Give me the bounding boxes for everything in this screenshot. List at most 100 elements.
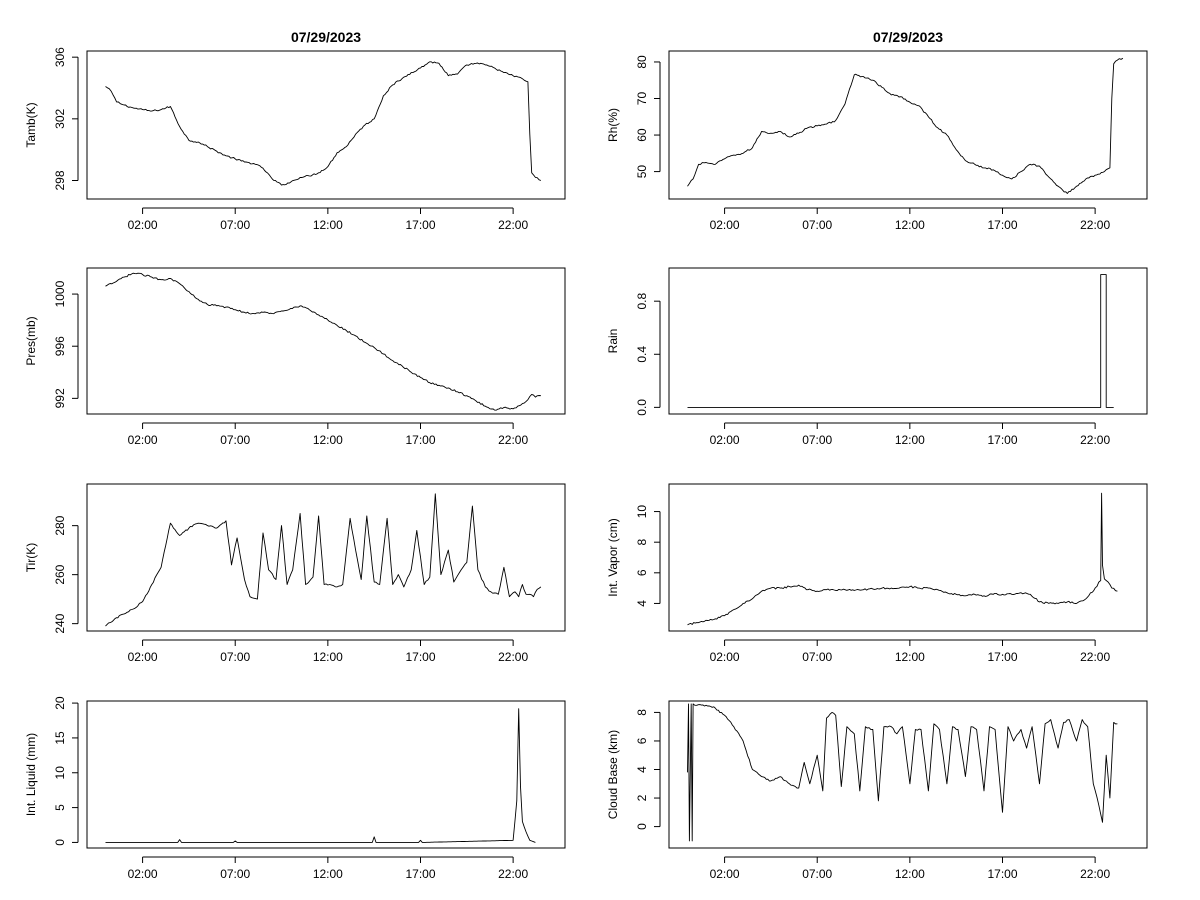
y-tick-label: 306 bbox=[53, 47, 67, 67]
series-line-cloud-base-km bbox=[687, 703, 1118, 842]
y-axis-label-tir-k: Tir(K) bbox=[24, 543, 38, 573]
x-tick-label: 17:00 bbox=[987, 867, 1017, 881]
x-tick-label: 22:00 bbox=[498, 218, 528, 232]
y-tick-label: 8 bbox=[635, 709, 649, 716]
x-tick-label: 02:00 bbox=[128, 650, 158, 664]
y-tick-label: 1000 bbox=[53, 280, 67, 307]
y-tick-label: 260 bbox=[53, 564, 67, 584]
chart-title-rh: 07/29/2023 bbox=[873, 29, 943, 45]
y-tick-label: 70 bbox=[635, 92, 649, 106]
x-tick-label: 22:00 bbox=[1080, 867, 1110, 881]
plot-frame-tamb-k bbox=[86, 50, 566, 200]
x-tick-label: 22:00 bbox=[498, 433, 528, 447]
x-tick-label: 12:00 bbox=[895, 218, 925, 232]
x-tick-label: 17:00 bbox=[405, 867, 435, 881]
y-tick-label: 5 bbox=[53, 804, 67, 811]
panel-int-vapor-cm: 02:00 07:00 12:00 17:00 22:00 4 6 8 10 Int. Vapor… bbox=[606, 483, 1148, 664]
series-line-tamb-k bbox=[105, 61, 542, 186]
x-tick-label: 02:00 bbox=[710, 867, 740, 881]
y-tick-label: 6 bbox=[635, 569, 649, 576]
panel-tamb-k: 07/29/2023 02:00 07:00 12:00 17:00 22:00 298 30… bbox=[24, 29, 566, 232]
panel-rain: 02:00 07:00 12:00 17:00 22:00 0.0 0.4 0.8 Rain bbox=[606, 267, 1148, 447]
x-tick-label: 07:00 bbox=[802, 867, 832, 881]
x-tick-label: 02:00 bbox=[710, 433, 740, 447]
y-axis-label-cloud-base-km: Cloud Base (km) bbox=[606, 730, 620, 819]
x-tick-label: 02:00 bbox=[710, 218, 740, 232]
x-tick-label: 02:00 bbox=[128, 218, 158, 232]
plot-frame-pres-mb bbox=[86, 267, 566, 415]
y-axis-label-rain: Rain bbox=[606, 329, 620, 354]
x-tick-label: 12:00 bbox=[895, 650, 925, 664]
x-tick-label: 22:00 bbox=[1080, 650, 1110, 664]
y-tick-label: 8 bbox=[635, 539, 649, 546]
plot-frame-rain bbox=[668, 267, 1148, 415]
x-tick-label: 12:00 bbox=[313, 650, 343, 664]
x-tick-label: 17:00 bbox=[987, 650, 1017, 664]
series-line-rain bbox=[687, 274, 1114, 408]
x-tick-label: 22:00 bbox=[498, 650, 528, 664]
y-tick-label: 298 bbox=[53, 170, 67, 190]
panel-pres-mb: 02:00 07:00 12:00 17:00 22:00 992 996 1000 Pres(… bbox=[24, 267, 566, 447]
x-tick-label: 02:00 bbox=[710, 650, 740, 664]
y-tick-label: 302 bbox=[53, 109, 67, 129]
y-tick-label: 0.4 bbox=[635, 346, 649, 363]
x-tick-label: 17:00 bbox=[405, 218, 435, 232]
y-tick-label: 15 bbox=[53, 731, 67, 745]
y-axis-label-rh: Rh(%) bbox=[606, 108, 620, 142]
panel-cloud-base-km: 02:00 07:00 12:00 17:00 22:00 0 2 4 6 8 Cloud Base… bbox=[606, 700, 1148, 881]
x-tick-label: 07:00 bbox=[220, 433, 250, 447]
y-tick-label: 992 bbox=[53, 388, 67, 408]
x-tick-label: 07:00 bbox=[220, 650, 250, 664]
y-tick-label: 0.8 bbox=[635, 293, 649, 310]
x-tick-label: 07:00 bbox=[802, 218, 832, 232]
plot-frame-tir-k bbox=[86, 483, 566, 632]
y-axis-label-tamb-k: Tamb(K) bbox=[24, 102, 38, 147]
y-tick-label: 240 bbox=[53, 613, 67, 633]
plot-frame-rh bbox=[668, 50, 1148, 200]
x-tick-label: 22:00 bbox=[1080, 218, 1110, 232]
plot-frame-cloud-base-km bbox=[668, 700, 1148, 849]
y-tick-label: 0 bbox=[635, 823, 649, 830]
x-tick-label: 12:00 bbox=[313, 433, 343, 447]
panel-rh: 07/29/2023 02:00 07:00 12:00 17:00 22:00 50 60 7… bbox=[606, 29, 1148, 232]
x-tick-label: 12:00 bbox=[313, 867, 343, 881]
y-tick-label: 10 bbox=[53, 766, 67, 780]
series-line-rh bbox=[687, 57, 1124, 194]
x-tick-label: 17:00 bbox=[405, 433, 435, 447]
x-tick-label: 22:00 bbox=[1080, 433, 1110, 447]
y-tick-label: 0 bbox=[53, 839, 67, 846]
y-tick-label: 996 bbox=[53, 336, 67, 356]
panel-tir-k: 02:00 07:00 12:00 17:00 22:00 240 260 280 Tir(K) bbox=[24, 483, 566, 664]
x-tick-label: 02:00 bbox=[128, 433, 158, 447]
series-line-int-liquid-mm bbox=[105, 708, 536, 843]
x-tick-label: 12:00 bbox=[313, 218, 343, 232]
y-tick-label: 2 bbox=[635, 794, 649, 801]
x-tick-label: 17:00 bbox=[987, 218, 1017, 232]
y-tick-label: 6 bbox=[635, 737, 649, 744]
y-axis-label-int-vapor-cm: Int. Vapor (cm) bbox=[606, 518, 620, 596]
y-tick-label: 10 bbox=[635, 505, 649, 519]
x-tick-label: 17:00 bbox=[987, 433, 1017, 447]
plot-frame-int-vapor-cm bbox=[668, 483, 1148, 632]
y-axis-label-pres-mb: Pres(mb) bbox=[24, 316, 38, 365]
x-tick-label: 12:00 bbox=[895, 433, 925, 447]
x-tick-label: 07:00 bbox=[220, 218, 250, 232]
y-tick-label: 50 bbox=[635, 165, 649, 179]
plot-frame-int-liquid-mm bbox=[86, 700, 566, 849]
y-tick-label: 280 bbox=[53, 515, 67, 535]
y-tick-label: 4 bbox=[635, 600, 649, 607]
y-tick-label: 60 bbox=[635, 128, 649, 142]
x-tick-label: 07:00 bbox=[802, 650, 832, 664]
y-axis-label-int-liquid-mm: Int. Liquid (mm) bbox=[24, 733, 38, 816]
x-tick-label: 12:00 bbox=[895, 867, 925, 881]
series-line-int-vapor-cm bbox=[687, 492, 1118, 626]
chart-title-tamb-k: 07/29/2023 bbox=[291, 29, 361, 45]
series-line-pres-mb bbox=[105, 272, 541, 411]
series-line-tir-k bbox=[105, 493, 542, 627]
x-tick-label: 07:00 bbox=[802, 433, 832, 447]
x-tick-label: 07:00 bbox=[220, 867, 250, 881]
y-tick-label: 4 bbox=[635, 766, 649, 773]
y-tick-label: 20 bbox=[53, 696, 67, 710]
